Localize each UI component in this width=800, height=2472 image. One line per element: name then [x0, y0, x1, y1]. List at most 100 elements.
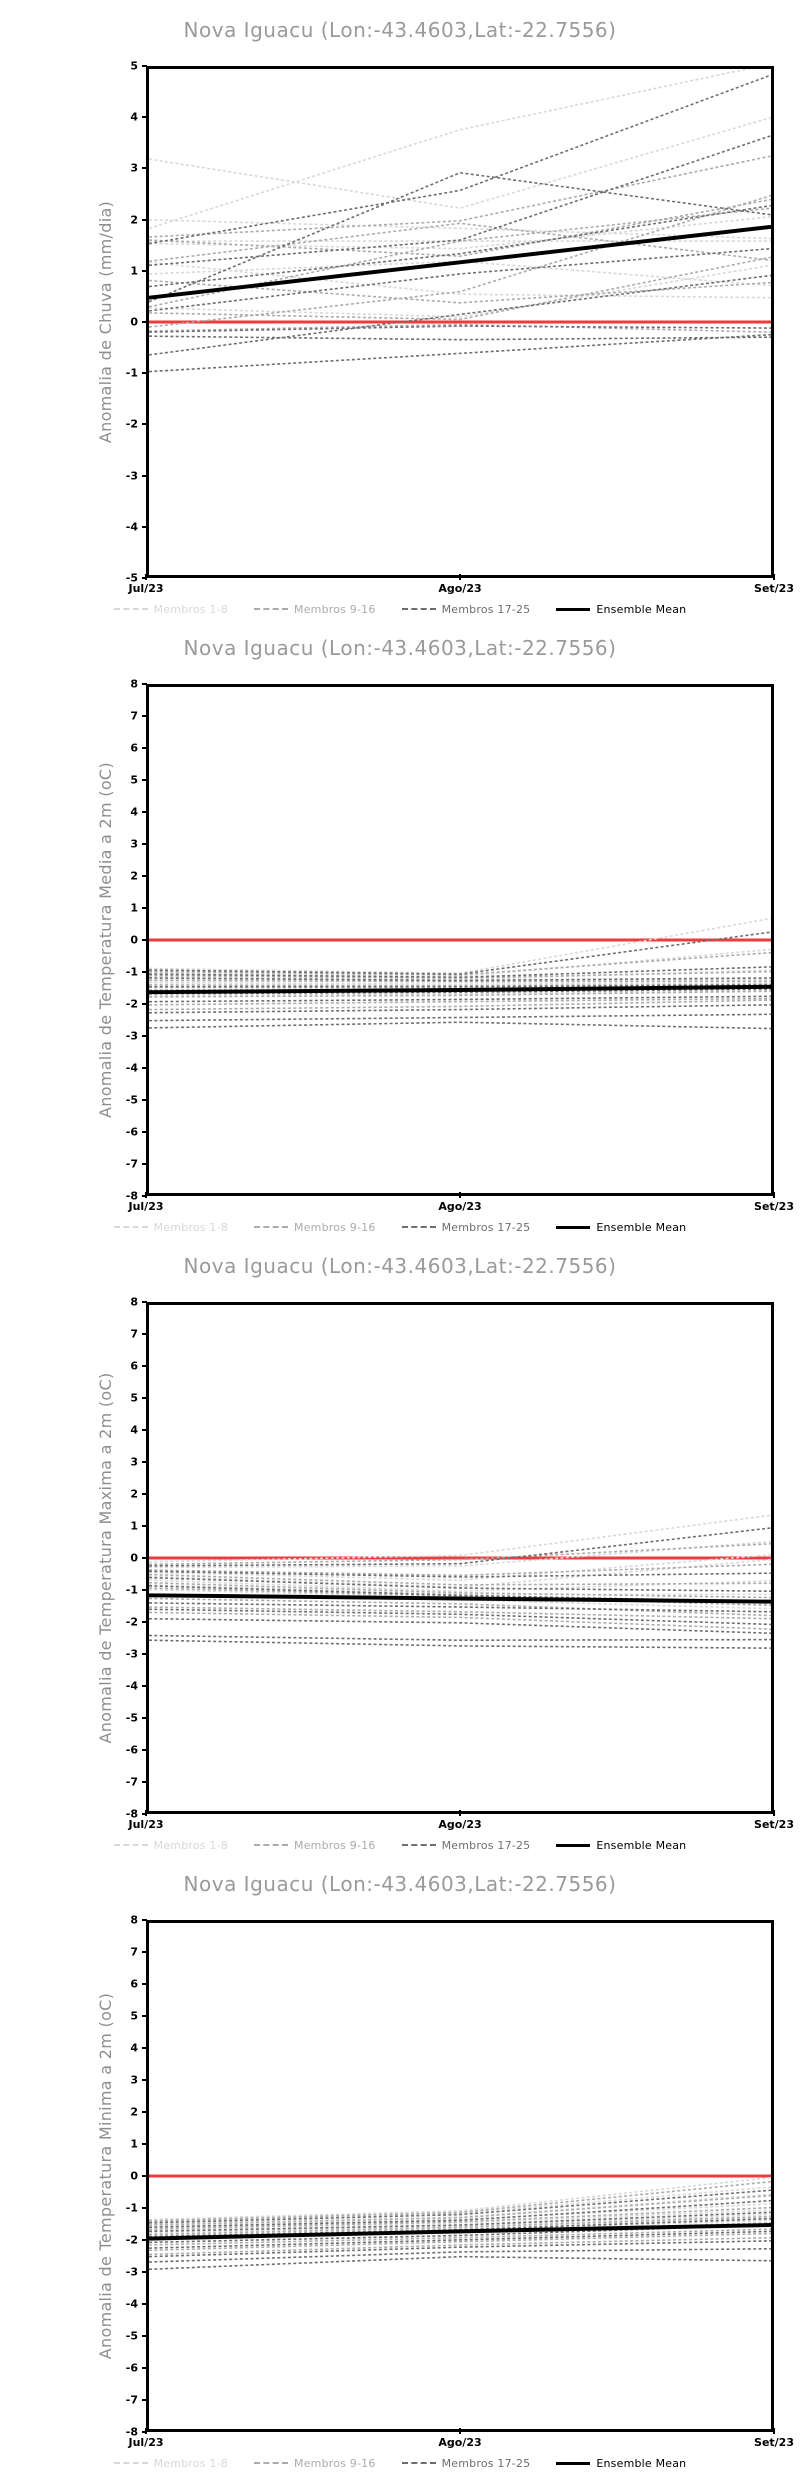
member-line: [149, 69, 751, 230]
member-line: [149, 1540, 771, 1569]
legend-label: Membros 9-16: [294, 1220, 376, 1234]
legend-swatch-icon: [556, 1225, 591, 1229]
member-line: [149, 2189, 771, 2224]
legend-item[interactable]: Membros 9-16: [254, 603, 376, 616]
y-tick-label: 6: [130, 1977, 138, 1991]
member-line: [149, 2232, 771, 2252]
y-tick-label: -2: [125, 2233, 138, 2247]
legend-swatch-icon: [401, 1226, 436, 1228]
y-tick-mark: [142, 1589, 147, 1591]
y-tick-label: -2: [125, 997, 138, 1011]
legend-item[interactable]: Membros 1-8: [113, 603, 228, 616]
y-tick-mark: [142, 1983, 147, 1985]
member-line: [149, 948, 771, 978]
legend-swatch-icon: [254, 608, 289, 610]
y-tick-mark: [142, 2143, 147, 2145]
legend-item[interactable]: Ensemble Mean: [556, 2457, 686, 2470]
y-tick-label: 7: [130, 1945, 138, 1959]
member-line: [149, 1608, 771, 1626]
member-line: [149, 279, 771, 304]
y-tick-mark: [142, 1717, 147, 1719]
plot-area: [146, 1920, 774, 2432]
legend-item[interactable]: Membros 1-8: [113, 1221, 228, 1234]
y-tick-label: 5: [130, 2009, 138, 2023]
y-tick-label: -1: [125, 1583, 138, 1597]
y-tick-label: 3: [130, 2073, 138, 2087]
member-line: [149, 1579, 771, 1592]
y-tick-label: 7: [130, 1327, 138, 1341]
y-tick-mark: [142, 2047, 147, 2049]
member-line: [149, 1004, 771, 1014]
chart-legend: Membros 1-8 Membros 9-16 Membros 17-25 Ense…: [0, 2454, 800, 2472]
member-line: [149, 1013, 771, 1022]
y-tick-mark: [142, 1493, 147, 1495]
y-tick-mark: [142, 2335, 147, 2337]
legend-swatch-icon: [254, 1226, 289, 1228]
y-tick-mark: [142, 65, 147, 67]
forecast-panel-3: Nova Iguacu (Lon:-43.4603,Lat:-22.7556) A…: [0, 1236, 800, 1854]
ensemble-mean-line: [149, 1593, 771, 1604]
x-tick-label: Ago/23: [438, 2436, 482, 2449]
legend-item[interactable]: Membros 17-25: [401, 2457, 531, 2470]
member-line: [149, 2230, 771, 2249]
legend-swatch-icon: [254, 2462, 289, 2464]
legend-item[interactable]: Membros 17-25: [401, 1838, 531, 1852]
member-line: [149, 194, 771, 328]
member-line: [149, 171, 771, 303]
member-line: [149, 1573, 771, 1586]
y-tick-mark: [142, 1951, 147, 1953]
member-line: [149, 325, 771, 333]
legend-swatch-icon: [113, 2462, 148, 2464]
member-line: [149, 135, 771, 267]
chart-legend: Membros 1-8 Membros 9-16 Membros 17-25 Ense…: [0, 1218, 800, 1236]
legend-swatch-icon: [113, 608, 148, 610]
y-tick-label: 4: [130, 110, 138, 124]
ensemble-mean-line: [149, 2223, 771, 2241]
y-tick-mark: [142, 1685, 147, 1687]
y-tick-label: 1: [130, 264, 138, 278]
member-line: [149, 2224, 771, 2244]
y-tick-mark: [142, 1131, 147, 1133]
legend-label: Ensemble Mean: [596, 2456, 687, 2470]
member-line: [149, 1514, 771, 1563]
y-tick-mark: [142, 1621, 147, 1623]
plot-area: [146, 1302, 774, 1814]
member-line: [149, 1585, 771, 1603]
legend-item[interactable]: Membros 9-16: [254, 1221, 376, 1234]
legend-item[interactable]: Membros 9-16: [254, 2457, 376, 2470]
member-line: [149, 1606, 771, 1620]
series-canvas: [149, 1514, 771, 1649]
legend-item[interactable]: Membros 9-16: [254, 1839, 376, 1852]
member-line: [149, 969, 771, 981]
y-tick-mark: [142, 683, 147, 685]
x-tick-label: Jul/23: [128, 2436, 164, 2449]
y-tick-label: -3: [125, 2265, 138, 2279]
legend-label: Membros 17-25: [441, 1838, 531, 1852]
ensemble-mean-line: [149, 984, 771, 995]
chart-legend: Membros 1-8 Membros 9-16 Membros 17-25 Ense…: [0, 600, 800, 618]
y-tick-label: -7: [125, 2393, 138, 2407]
legend-label: Membros 17-25: [441, 602, 531, 616]
y-axis-ticks: 8 7 6 5 4 3 2 1 0 -1 -2 -3 -4 -5 -6 -7 -8: [96, 678, 147, 1203]
y-tick-label: 6: [130, 741, 138, 755]
legend-item[interactable]: Ensemble Mean: [556, 1839, 686, 1852]
legend-item[interactable]: Membros 17-25: [401, 1221, 531, 1234]
member-line: [149, 984, 771, 988]
y-tick-mark: [142, 875, 147, 877]
y-tick-label: 3: [130, 837, 138, 851]
legend-item[interactable]: Ensemble Mean: [556, 603, 686, 616]
member-line: [149, 997, 771, 1006]
member-line: [149, 218, 771, 240]
member-line: [149, 1617, 771, 1635]
legend-item[interactable]: Membros 1-8: [113, 2457, 228, 2470]
legend-item[interactable]: Ensemble Mean: [556, 1221, 686, 1234]
y-tick-label: -5: [125, 571, 138, 585]
y-tick-mark: [142, 1035, 147, 1037]
legend-item[interactable]: Membros 1-8: [113, 1839, 228, 1852]
y-tick-mark: [142, 2207, 147, 2209]
member-line: [149, 2199, 771, 2229]
y-tick-label: -1: [125, 965, 138, 979]
y-tick-mark: [142, 1781, 147, 1783]
legend-item[interactable]: Membros 17-25: [401, 602, 531, 616]
y-tick-mark: [142, 1653, 147, 1655]
